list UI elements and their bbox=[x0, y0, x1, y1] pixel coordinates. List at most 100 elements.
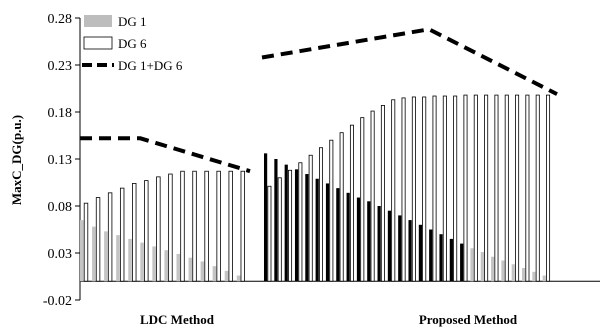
dg6-bar bbox=[349, 124, 354, 282]
dg1-bar bbox=[377, 206, 381, 282]
dg1-bar bbox=[470, 248, 474, 282]
dg1-bar bbox=[511, 264, 515, 282]
dg6-bar bbox=[107, 192, 113, 282]
dg6-bar bbox=[494, 94, 499, 282]
dg6-bar bbox=[298, 162, 303, 282]
legend-label: DG 1+DG 6 bbox=[118, 58, 183, 73]
dg1-bar bbox=[429, 229, 433, 282]
dg6-bar bbox=[267, 185, 272, 282]
y-tick-label: 0.13 bbox=[48, 153, 73, 168]
y-tick-label: 0.08 bbox=[48, 200, 73, 215]
dg1-bar bbox=[356, 197, 361, 282]
legend-label: DG 1 bbox=[118, 14, 147, 29]
dg6-bar bbox=[432, 95, 437, 282]
group-label: LDC Method bbox=[140, 312, 215, 327]
dg1-bar bbox=[200, 261, 205, 282]
dg1-bar bbox=[164, 250, 169, 282]
dg1-bar bbox=[418, 224, 422, 282]
series-lines bbox=[80, 27, 558, 174]
dg1-bar bbox=[152, 246, 156, 282]
dg1-bar bbox=[188, 257, 193, 282]
bars bbox=[80, 94, 551, 282]
group-labels: LDC Method Proposed Method bbox=[140, 312, 518, 327]
dg1-bar bbox=[387, 210, 392, 282]
dg6-bar bbox=[391, 99, 396, 282]
dg1-bar bbox=[80, 220, 84, 282]
dg6-bar bbox=[535, 94, 540, 282]
dg6-bar bbox=[422, 96, 427, 282]
dg6-bar bbox=[204, 170, 209, 282]
dg1-bar bbox=[274, 159, 278, 282]
dg6-bar bbox=[144, 180, 149, 282]
dg6-bar bbox=[156, 176, 161, 282]
y-tick-label: 0.18 bbox=[48, 106, 73, 121]
dg6-bar bbox=[83, 202, 89, 282]
dg1-bar bbox=[522, 268, 526, 282]
dg1-bar bbox=[212, 266, 217, 282]
dg6-bar bbox=[453, 95, 458, 282]
dg1-bar bbox=[501, 260, 505, 282]
dg6-bar bbox=[192, 170, 197, 282]
dg1-bar bbox=[305, 174, 309, 282]
group-label: Proposed Method bbox=[419, 312, 518, 327]
dg1-bar bbox=[480, 252, 484, 282]
dg1-bar bbox=[439, 234, 443, 282]
dg1-bar bbox=[325, 183, 330, 282]
dg1-bar bbox=[104, 231, 108, 282]
dg6-bar bbox=[401, 97, 406, 282]
dg6-bar bbox=[370, 110, 375, 282]
y-tick-label: 0.03 bbox=[48, 247, 73, 262]
dg6-bar bbox=[132, 183, 137, 282]
dg1-dg6-line bbox=[261, 27, 558, 96]
dg6-bar bbox=[180, 170, 185, 282]
dg1-bar bbox=[408, 220, 412, 282]
dg1-bar bbox=[491, 256, 495, 282]
dg6-bar bbox=[515, 94, 520, 282]
dg6-bar bbox=[288, 169, 293, 282]
dg1-bar bbox=[398, 215, 402, 282]
dg6-bar bbox=[360, 117, 365, 282]
dg6-bar bbox=[228, 170, 233, 282]
dg1-bar bbox=[532, 271, 536, 282]
dg1-bar bbox=[264, 153, 268, 282]
y-axis-label: MaxC_DG(p.u.) bbox=[9, 115, 24, 205]
dg6-bar bbox=[240, 170, 245, 282]
dg1-bar bbox=[367, 201, 371, 282]
dg1-bar bbox=[236, 275, 241, 282]
dg6-bar bbox=[504, 94, 509, 282]
dg1-bar bbox=[346, 192, 350, 282]
y-tick-label: 0.28 bbox=[48, 12, 73, 27]
legend-swatch-dg6 bbox=[83, 36, 113, 50]
dg1-bar bbox=[449, 238, 453, 282]
legend-swatch-dg1 bbox=[84, 15, 112, 27]
dg6-bar bbox=[525, 94, 530, 282]
dg6-bar bbox=[463, 94, 468, 282]
dg6-bar bbox=[411, 96, 416, 282]
dg6-bar bbox=[119, 187, 125, 282]
dg6-bar bbox=[277, 177, 282, 282]
dg6-bar bbox=[484, 94, 489, 282]
dg6-bar bbox=[473, 94, 478, 282]
dg1-bar bbox=[336, 188, 340, 282]
dg6-bar bbox=[339, 132, 344, 282]
dg6-bar bbox=[546, 94, 551, 282]
dg6-bar bbox=[318, 147, 323, 282]
dg1-bar bbox=[176, 253, 181, 282]
dg1-dg6-line bbox=[80, 136, 251, 174]
dg1-bar bbox=[284, 164, 288, 282]
y-tick-label: -0.02 bbox=[43, 294, 72, 309]
dg6-bar bbox=[308, 154, 313, 282]
dg1-bar bbox=[140, 242, 144, 282]
dg1-bar bbox=[315, 178, 319, 282]
dg1-bar bbox=[116, 235, 120, 282]
dg1-bar bbox=[224, 270, 229, 282]
legend: DG 1 DG 6 DG 1+DG 6 bbox=[82, 14, 183, 73]
dg6-bar bbox=[168, 173, 173, 282]
dg6-bar bbox=[442, 95, 447, 282]
dg6-bar bbox=[95, 197, 101, 282]
dg1-bar bbox=[294, 169, 299, 282]
dg1-bar bbox=[92, 226, 96, 282]
dg1-bar bbox=[542, 275, 546, 282]
dg6-bar bbox=[329, 139, 334, 282]
